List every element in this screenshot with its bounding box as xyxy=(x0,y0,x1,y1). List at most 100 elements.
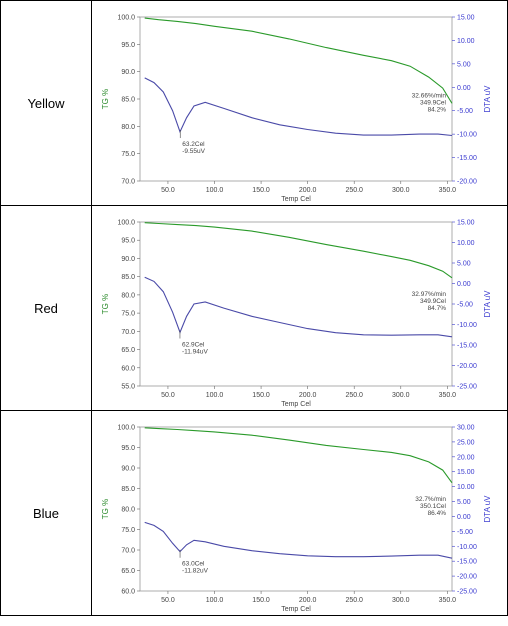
svg-text:200.0: 200.0 xyxy=(299,392,317,399)
row-label-red: Red xyxy=(1,206,92,410)
svg-text:350.0: 350.0 xyxy=(439,597,457,604)
svg-text:95.0: 95.0 xyxy=(121,42,135,49)
svg-text:-5.00: -5.00 xyxy=(457,302,473,309)
svg-text:-10.00: -10.00 xyxy=(457,544,477,551)
svg-text:84.2%: 84.2% xyxy=(428,106,447,113)
svg-text:70.0: 70.0 xyxy=(121,548,135,555)
svg-text:-15.00: -15.00 xyxy=(457,155,477,162)
svg-text:10.00: 10.00 xyxy=(457,484,475,491)
row-blue: Blue50.0100.0150.0200.0250.0300.0350.0Te… xyxy=(1,411,507,615)
svg-text:200.0: 200.0 xyxy=(299,597,317,604)
svg-text:349.9Cel: 349.9Cel xyxy=(420,298,447,305)
chart-red: 50.0 100.0 150.0 200.0 250.0 300.0 350.0 Temp C… xyxy=(96,212,496,408)
svg-text:-9.55uV: -9.55uV xyxy=(182,148,205,155)
svg-text:80.0: 80.0 xyxy=(121,292,135,299)
svg-text:250.0: 250.0 xyxy=(345,187,363,194)
svg-text:250.0: 250.0 xyxy=(345,597,363,604)
chart-cell-yellow: 50.0100.0150.0200.0250.0300.0350.0Temp C… xyxy=(92,1,507,205)
svg-text:350.0: 350.0 xyxy=(439,392,457,399)
svg-text:5.00: 5.00 xyxy=(457,61,471,68)
row-label-text: Blue xyxy=(33,506,59,521)
svg-text:-11.82uV: -11.82uV xyxy=(182,568,209,575)
svg-text:15.00: 15.00 xyxy=(457,15,475,22)
svg-text:Temp Cel: Temp Cel xyxy=(281,401,311,408)
svg-text:349.9Cel: 349.9Cel xyxy=(420,99,447,106)
svg-text:300.0: 300.0 xyxy=(392,187,410,194)
svg-text:100.0: 100.0 xyxy=(206,392,224,399)
svg-text:10.00: 10.00 xyxy=(457,240,475,247)
svg-text:DTA uV: DTA uV xyxy=(483,290,492,318)
svg-text:-15.00: -15.00 xyxy=(457,343,477,350)
svg-text:350.0: 350.0 xyxy=(439,187,457,194)
svg-text:150.0: 150.0 xyxy=(252,392,270,399)
svg-text:15.00: 15.00 xyxy=(457,220,475,227)
svg-text:Temp Cel: Temp Cel xyxy=(281,606,311,613)
svg-text:80.0: 80.0 xyxy=(121,124,135,131)
svg-text:100.0: 100.0 xyxy=(117,220,135,227)
row-red: Red 50.0 100.0 150.0 200.0 250.0 300.0 350.0 Tem… xyxy=(1,206,507,411)
svg-text:20.00: 20.00 xyxy=(457,454,475,461)
row-yellow: Yellow50.0100.0150.0200.0250.0300.0350.0… xyxy=(1,1,507,206)
svg-text:50.0: 50.0 xyxy=(161,597,175,604)
svg-text:Temp Cel: Temp Cel xyxy=(281,196,311,203)
svg-text:TG %: TG % xyxy=(101,294,110,314)
row-label-text: Yellow xyxy=(27,96,64,111)
svg-text:0.00: 0.00 xyxy=(457,514,471,521)
svg-text:DTA uV: DTA uV xyxy=(483,495,492,523)
svg-text:0.00: 0.00 xyxy=(457,281,471,288)
svg-text:90.0: 90.0 xyxy=(121,466,135,473)
svg-text:85.0: 85.0 xyxy=(121,274,135,281)
svg-text:80.0: 80.0 xyxy=(121,507,135,514)
svg-text:65.0: 65.0 xyxy=(121,347,135,354)
svg-text:32.66%/min: 32.66%/min xyxy=(412,92,447,99)
svg-text:84.7%: 84.7% xyxy=(428,305,447,312)
svg-text:-20.00: -20.00 xyxy=(457,179,477,186)
svg-text:63.2Cel: 63.2Cel xyxy=(182,141,205,148)
chart-cell-blue: 50.0100.0150.0200.0250.0300.0350.0Temp C… xyxy=(92,411,507,615)
svg-text:25.00: 25.00 xyxy=(457,439,475,446)
svg-text:-5.00: -5.00 xyxy=(457,108,473,115)
svg-text:200.0: 200.0 xyxy=(299,187,317,194)
svg-text:100.0: 100.0 xyxy=(117,15,135,22)
svg-text:100.0: 100.0 xyxy=(206,187,224,194)
svg-text:-25.00: -25.00 xyxy=(457,384,477,391)
svg-text:85.0: 85.0 xyxy=(121,97,135,104)
svg-text:250.0: 250.0 xyxy=(345,392,363,399)
svg-text:-20.00: -20.00 xyxy=(457,574,477,581)
svg-text:100.0: 100.0 xyxy=(117,425,135,432)
svg-text:50.0: 50.0 xyxy=(161,392,175,399)
svg-text:300.0: 300.0 xyxy=(392,597,410,604)
svg-text:-20.00: -20.00 xyxy=(457,363,477,370)
svg-text:85.0: 85.0 xyxy=(121,486,135,493)
svg-text:150.0: 150.0 xyxy=(252,187,270,194)
row-label-yellow: Yellow xyxy=(1,1,92,205)
svg-text:86.4%: 86.4% xyxy=(428,510,447,517)
svg-text:90.0: 90.0 xyxy=(121,256,135,263)
svg-text:100.0: 100.0 xyxy=(206,597,224,604)
svg-text:-25.00: -25.00 xyxy=(457,589,477,596)
chart-blue: 50.0100.0150.0200.0250.0300.0350.0Temp C… xyxy=(96,417,496,613)
svg-text:-11.94uV: -11.94uV xyxy=(182,348,209,355)
svg-text:62.9Cel: 62.9Cel xyxy=(182,341,205,348)
svg-text:95.0: 95.0 xyxy=(121,445,135,452)
svg-text:350.1Cel: 350.1Cel xyxy=(420,503,447,510)
svg-text:5.00: 5.00 xyxy=(457,261,471,268)
chart-cell-red: 50.0 100.0 150.0 200.0 250.0 300.0 350.0 Temp C… xyxy=(92,206,507,410)
svg-text:75.0: 75.0 xyxy=(121,151,135,158)
svg-text:32.97%/min: 32.97%/min xyxy=(412,291,447,298)
svg-text:DTA uV: DTA uV xyxy=(483,85,492,113)
svg-text:-10.00: -10.00 xyxy=(457,132,477,139)
svg-text:60.0: 60.0 xyxy=(121,589,135,596)
svg-text:75.0: 75.0 xyxy=(121,527,135,534)
svg-text:-15.00: -15.00 xyxy=(457,559,477,566)
svg-text:5.00: 5.00 xyxy=(457,499,471,506)
svg-text:70.0: 70.0 xyxy=(121,179,135,186)
svg-text:75.0: 75.0 xyxy=(121,311,135,318)
svg-text:65.0: 65.0 xyxy=(121,568,135,575)
svg-text:63.0Cel: 63.0Cel xyxy=(182,561,205,568)
svg-text:0.00: 0.00 xyxy=(457,85,471,92)
svg-text:300.0: 300.0 xyxy=(392,392,410,399)
chart-yellow: 50.0100.0150.0200.0250.0300.0350.0Temp C… xyxy=(96,7,496,203)
svg-text:15.00: 15.00 xyxy=(457,469,475,476)
svg-text:-5.00: -5.00 xyxy=(457,529,473,536)
